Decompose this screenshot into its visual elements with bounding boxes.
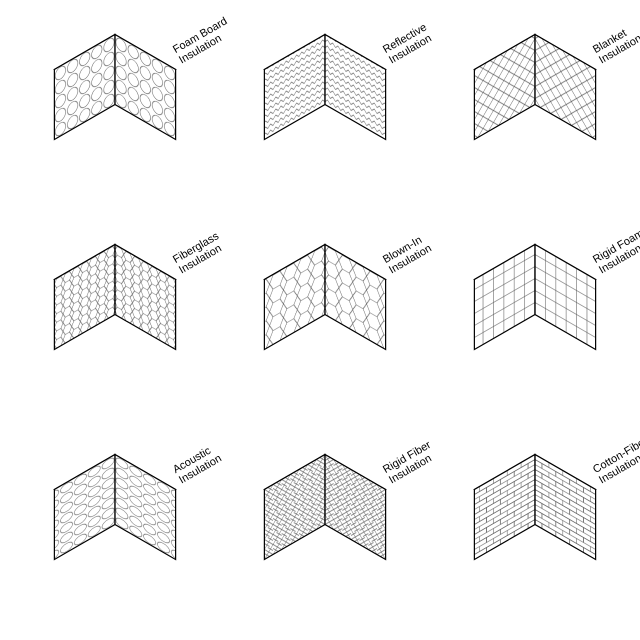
cube-left [474,455,535,560]
cube-label: Blown-InInsulation [381,232,434,276]
cube-label: Foam BoardInsulation [171,15,235,66]
cube-left [264,35,325,140]
cube-left [54,455,115,560]
cube-left [474,35,535,140]
cube-right [325,35,386,140]
cube-right [115,455,176,560]
cube-label: Rigid FiberInsulation [381,439,439,487]
cube-label: Cotton-FiberInsulation [591,435,640,487]
cube-8: Cotton-FiberInsulation [474,435,640,560]
cube-1: ReflectiveInsulation [264,21,434,139]
cube-right [115,245,176,350]
cube-left [54,35,115,140]
cube-2: BlanketInsulation [474,22,640,139]
cube-right [535,245,596,350]
cube-3: FiberglassInsulation [54,230,227,350]
cube-label: Rigid FoamInsulation [591,227,640,276]
cube-label: AcousticInsulation [171,442,224,486]
cube-5: Rigid FoamInsulation [474,227,640,349]
cube-label: ReflectiveInsulation [381,21,435,66]
cube-4: Blown-InInsulation [264,232,433,349]
cube-left [474,245,535,350]
cube-right [325,245,386,350]
cube-right [535,35,596,140]
cube-left [264,455,325,560]
insulation-cubes-diagram: Foam BoardInsulation ReflectiveInsulation… [0,0,640,640]
cube-label: BlanketInsulation [591,22,640,66]
cube-label: FiberglassInsulation [171,230,227,276]
cube-right [535,455,596,560]
cube-7: Rigid FiberInsulation [264,439,439,560]
cube-right [325,455,386,560]
cube-6: AcousticInsulation [54,442,223,559]
cube-right [115,35,176,140]
cube-left [264,245,325,350]
cube-0: Foam BoardInsulation [54,15,235,139]
cube-left [54,245,115,350]
